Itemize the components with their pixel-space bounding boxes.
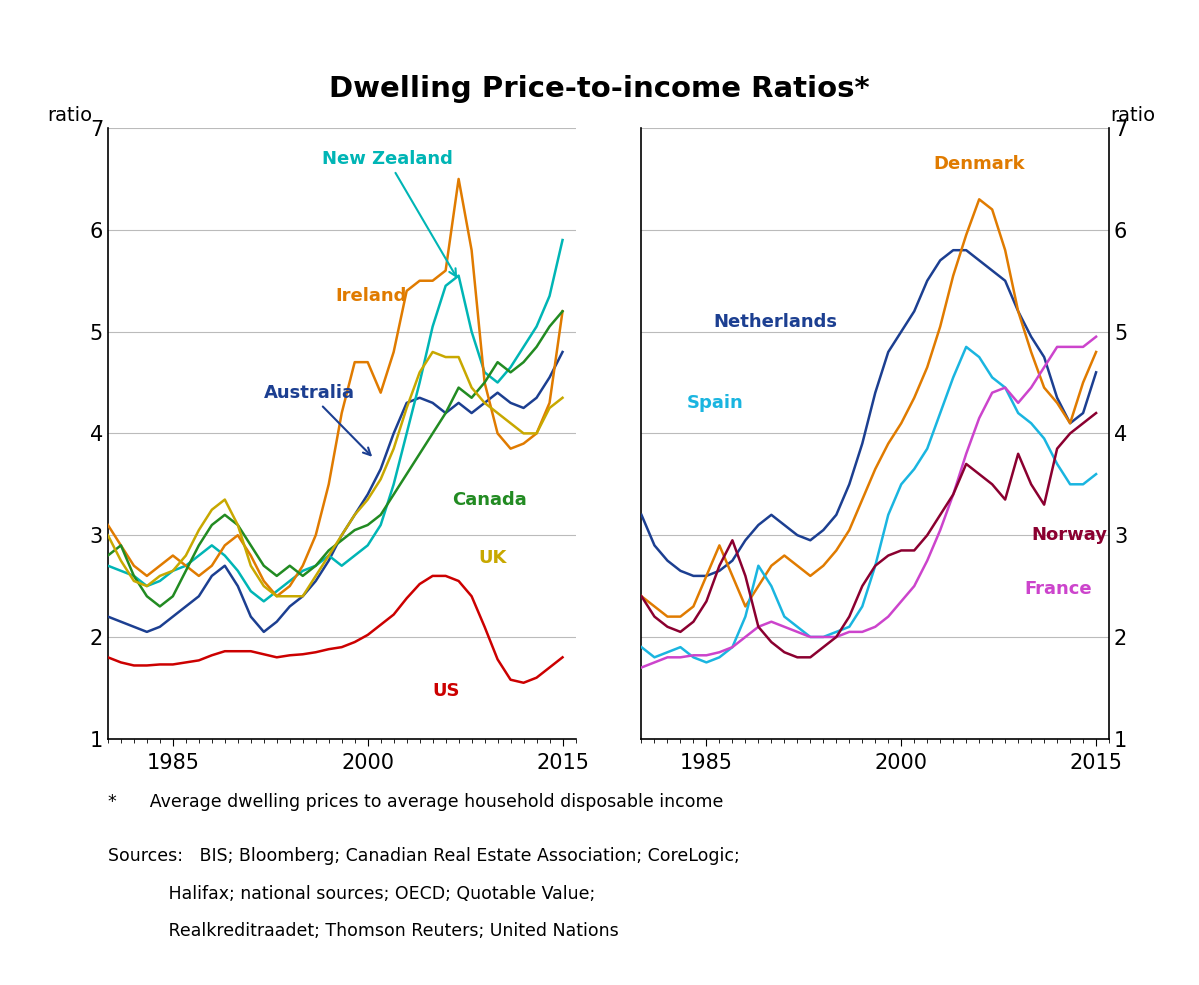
Text: Dwelling Price-to-income Ratios*: Dwelling Price-to-income Ratios*: [330, 76, 869, 103]
Text: Norway: Norway: [1031, 526, 1107, 545]
Text: Sources:   BIS; Bloomberg; Canadian Real Estate Association; CoreLogic;: Sources: BIS; Bloomberg; Canadian Real E…: [108, 847, 740, 865]
Text: ratio: ratio: [1110, 106, 1156, 125]
Text: France: France: [1025, 580, 1092, 598]
Text: Canada: Canada: [452, 491, 526, 508]
Text: US: US: [433, 682, 460, 700]
Text: Denmark: Denmark: [934, 155, 1025, 172]
Text: Realkreditraadet; Thomson Reuters; United Nations: Realkreditraadet; Thomson Reuters; Unite…: [108, 922, 619, 940]
Text: UK: UK: [478, 549, 506, 566]
Text: *      Average dwelling prices to average household disposable income: * Average dwelling prices to average hou…: [108, 793, 723, 811]
Text: ratio: ratio: [47, 106, 92, 125]
Text: Halifax; national sources; OECD; Quotable Value;: Halifax; national sources; OECD; Quotabl…: [108, 885, 595, 902]
Text: Netherlands: Netherlands: [713, 312, 837, 331]
Text: Ireland: Ireland: [336, 287, 406, 305]
Text: New Zealand: New Zealand: [321, 150, 456, 277]
Text: Australia: Australia: [264, 384, 370, 455]
Text: Spain: Spain: [687, 394, 743, 412]
